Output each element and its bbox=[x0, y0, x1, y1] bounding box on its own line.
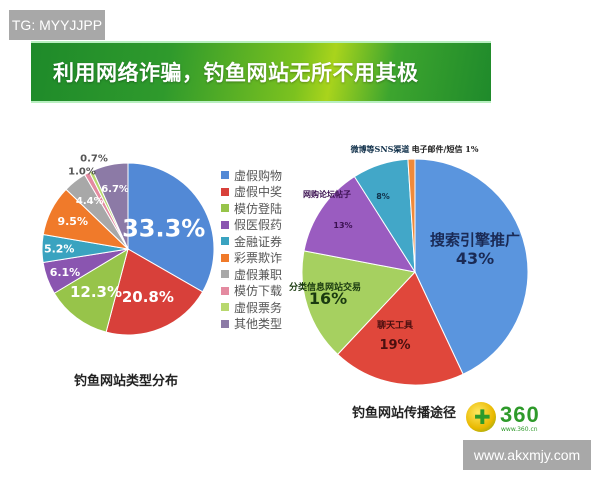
pie1-category-4: 微博等SNS渠道 bbox=[350, 144, 410, 154]
pie1-slice-1 bbox=[336, 271, 464, 386]
pie0-label-5: 9.5% bbox=[57, 215, 88, 228]
logo-text: 360 bbox=[500, 402, 540, 427]
pie0-label-8: 0.7% bbox=[80, 154, 108, 165]
legend-item: 虚假兼职 bbox=[221, 266, 282, 283]
pie1-label-1: 19% bbox=[379, 338, 410, 353]
pie1-label-3: 13% bbox=[333, 221, 352, 230]
pie0-label-4: 5.2% bbox=[44, 242, 75, 255]
logo-360: ✚ 360 www.360.cn bbox=[466, 402, 566, 436]
pie0-label-3: 6.1% bbox=[50, 266, 81, 279]
legend-item: 模仿下载 bbox=[221, 283, 282, 300]
pie1-category-0: 搜索引擎推广 bbox=[430, 231, 520, 249]
legend-label: 虚假中奖 bbox=[234, 185, 283, 200]
logo-url: www.360.cn bbox=[501, 426, 538, 433]
pie0-label-2: 12.3% bbox=[70, 283, 122, 301]
watermark-top-left: TG: MYYJJPP bbox=[9, 10, 105, 40]
logo-ball-icon bbox=[466, 402, 496, 432]
pie0-label-1: 20.8% bbox=[122, 288, 174, 306]
legend-item: 金融证券 bbox=[221, 233, 282, 250]
legend-swatch bbox=[221, 187, 229, 196]
legend-item: 彩票欺诈 bbox=[221, 250, 282, 267]
legend-swatch bbox=[221, 204, 229, 213]
left-pie-title: 钓鱼网站类型分布 bbox=[74, 374, 179, 389]
pie0-label-0: 33.3% bbox=[122, 215, 205, 243]
pie0-slice-0 bbox=[127, 162, 215, 293]
legend-label: 假医假药 bbox=[234, 218, 283, 233]
watermark-bottom-right: www.akxmjy.com bbox=[463, 440, 591, 470]
legend-swatch bbox=[221, 220, 229, 229]
pie0-label-7: 1.0% bbox=[68, 167, 96, 178]
legend-label: 模仿登陆 bbox=[234, 201, 283, 216]
legend-label: 其他类型 bbox=[234, 317, 283, 332]
pie0-slice-9 bbox=[92, 162, 129, 250]
pie0-label-9: 6.7% bbox=[101, 184, 129, 195]
slide-title-bar: 利用网络诈骗，钓鱼网站无所不用其极 bbox=[31, 41, 491, 103]
pie1-category-3: 网购论坛帖子 bbox=[303, 189, 351, 199]
legend-swatch bbox=[221, 319, 229, 328]
pie1-category-5: 电子邮件/短信 1% bbox=[412, 144, 479, 154]
pie0-slice-1 bbox=[105, 248, 204, 336]
legend-label: 彩票欺诈 bbox=[234, 251, 283, 266]
legend-swatch bbox=[221, 303, 229, 312]
legend-item: 假医假药 bbox=[221, 217, 282, 234]
legend-label: 虚假票务 bbox=[234, 300, 283, 315]
slide-title: 利用网络诈骗，钓鱼网站无所不用其极 bbox=[53, 61, 419, 85]
pie0-label-6: 4.4% bbox=[76, 196, 104, 207]
legend-swatch bbox=[221, 253, 229, 262]
legend-label: 虚假购物 bbox=[234, 168, 283, 183]
pie1-label-2: 16% bbox=[309, 289, 347, 308]
legend-item: 虚假购物 bbox=[221, 167, 282, 184]
pie1-category-1: 聊天工具 bbox=[377, 319, 413, 331]
pie1-category-2: 分类信息网站交易 bbox=[289, 281, 361, 293]
legend-swatch bbox=[221, 270, 229, 279]
plus-icon: ✚ bbox=[474, 405, 491, 429]
pie1-slice-0 bbox=[414, 158, 529, 375]
right-pie-title: 钓鱼网站传播途径 bbox=[352, 406, 457, 421]
legend-swatch bbox=[221, 286, 229, 295]
pie0-slice-2 bbox=[53, 247, 129, 333]
legend-item: 模仿登陆 bbox=[221, 200, 282, 217]
pie1-slice-3 bbox=[303, 175, 417, 273]
pie1-slice-2 bbox=[301, 250, 416, 356]
pie1-slice-5 bbox=[407, 158, 416, 273]
legend-swatch bbox=[221, 237, 229, 246]
legend-item: 虚假票务 bbox=[221, 299, 282, 316]
legend-label: 模仿下载 bbox=[234, 284, 283, 299]
legend-swatch bbox=[221, 171, 229, 180]
legend-left-pie: 虚假购物虚假中奖 模仿登陆假医假药 金融证券彩票欺诈 虚假兼职模仿下载 虚假票务其他类型 bbox=[221, 167, 282, 332]
legend-label: 金融证券 bbox=[234, 234, 283, 249]
legend-label: 虚假兼职 bbox=[234, 267, 283, 282]
legend-item: 虚假中奖 bbox=[221, 184, 282, 201]
pie1-label-0: 43% bbox=[456, 249, 494, 268]
pie1-label-4: 8% bbox=[376, 192, 390, 201]
legend-item: 其他类型 bbox=[221, 316, 282, 333]
